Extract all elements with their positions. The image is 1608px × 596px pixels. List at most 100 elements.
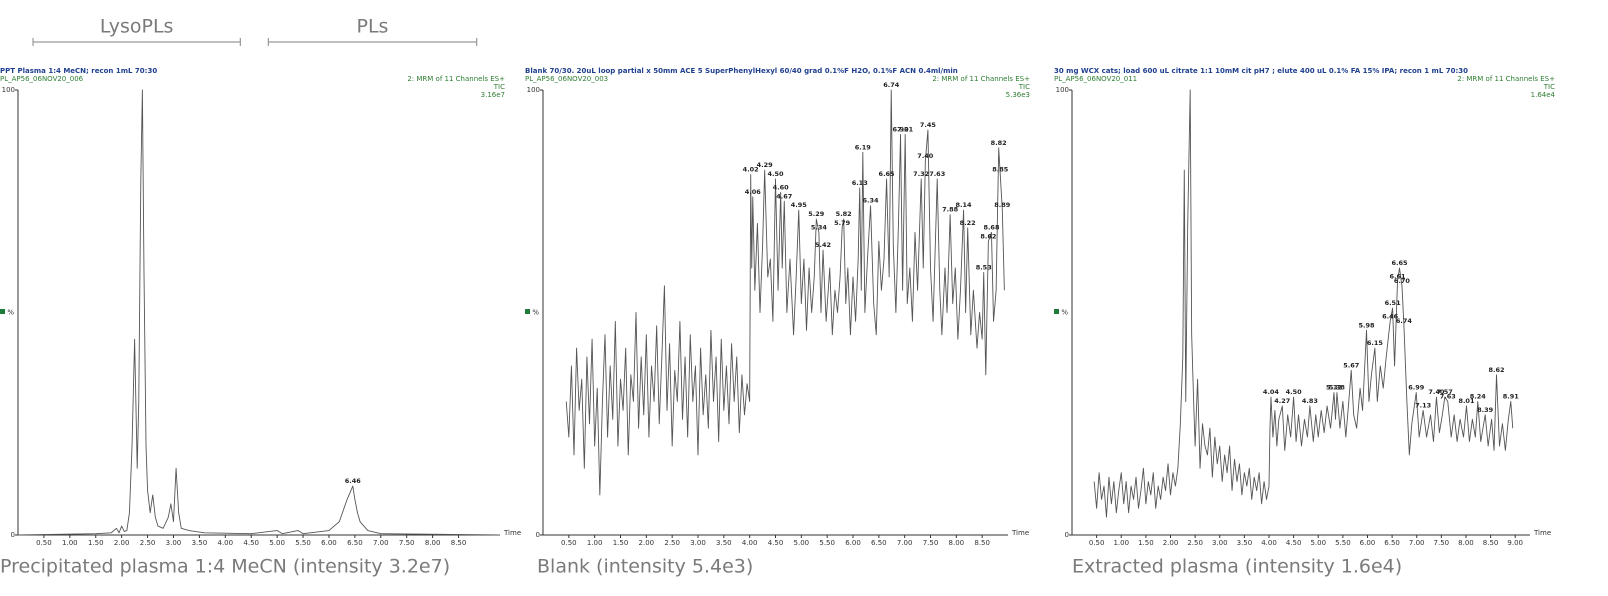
peak-label: 6.70 <box>1394 277 1411 285</box>
x-tick-label: 0.50 <box>1089 539 1105 547</box>
channel: 2: MRM of 11 Channels ES+ <box>407 75 505 83</box>
y-axis-label: % <box>7 309 14 317</box>
x-tick-label: 2.50 <box>664 539 680 547</box>
peak-label: 4.02 <box>743 166 759 174</box>
peak-label: 5.67 <box>1343 361 1359 369</box>
peak-label: 7.40 <box>1428 388 1445 396</box>
x-tick-label: 1.00 <box>1113 539 1129 547</box>
trace: TIC <box>1543 83 1555 91</box>
y-tick-label: 100 <box>1056 86 1069 94</box>
peak-label: 6.74 <box>1396 317 1413 325</box>
peak-label: 8.85 <box>992 166 1009 174</box>
x-tick-label: 3.00 <box>690 539 706 547</box>
x-tick-label: 3.00 <box>1212 539 1228 547</box>
peak-label: 6.46 <box>1382 312 1399 320</box>
x-tick-label: 6.50 <box>1384 539 1400 547</box>
x-tick-label: 5.00 <box>794 539 810 547</box>
x-tick-label: 2.00 <box>1163 539 1179 547</box>
x-tick-label: 8.50 <box>1483 539 1499 547</box>
peak-label: 4.06 <box>745 188 762 196</box>
x-tick-label: 1.00 <box>62 539 78 547</box>
y-tick-label: 0 <box>1065 531 1069 539</box>
channel: 2: MRM of 11 Channels ES+ <box>932 75 1030 83</box>
x-tick-label: 7.00 <box>897 539 913 547</box>
x-tick-label: 8.00 <box>1458 539 1474 547</box>
x-tick-label: 6.00 <box>1360 539 1376 547</box>
peak-label: 4.95 <box>791 201 808 209</box>
x-tick-label: 6.50 <box>347 539 363 547</box>
peak-label: 8.68 <box>983 223 1000 231</box>
x-tick-label: 2.50 <box>1187 539 1203 547</box>
peak-label: 6.99 <box>1408 384 1425 392</box>
peak-label: 6.61 <box>1390 272 1407 280</box>
sample-id: PL_AP56_06NOV20_006 <box>0 75 84 83</box>
method-title: 30 mg WCX cats; load 600 uL citrate 1:1 … <box>1054 67 1468 75</box>
x-tick-label: 3.50 <box>716 539 732 547</box>
peak-label: 4.04 <box>1263 388 1280 396</box>
x-tick-label: 7.00 <box>1409 539 1425 547</box>
peak-label: 5.38 <box>1329 384 1346 392</box>
x-tick-label: 3.00 <box>166 539 182 547</box>
x-tick-label: 8.50 <box>974 539 990 547</box>
x-tick-label: 5.00 <box>1310 539 1326 547</box>
peak-label: 7.32 <box>913 170 929 178</box>
peak-label: 8.91 <box>1503 393 1520 401</box>
x-tick-label: 4.50 <box>1286 539 1302 547</box>
x-tick-label: 0.50 <box>36 539 52 547</box>
y-axis-label: % <box>1061 309 1068 317</box>
peak-label: 6.15 <box>1367 339 1384 347</box>
peak-label: 4.50 <box>767 170 784 178</box>
x-tick-label: 8.00 <box>949 539 965 547</box>
x-tick-label: 6.50 <box>871 539 887 547</box>
peak-label: 6.92 <box>893 126 909 134</box>
y-tick-label: 100 <box>2 86 15 94</box>
method-title: Blank 70/30. 20uL loop partial x 50mm AC… <box>525 67 958 75</box>
channel: 2: MRM of 11 Channels ES+ <box>1457 75 1555 83</box>
peak-label: 7.45 <box>920 121 937 129</box>
peak-label: 5.79 <box>834 219 851 227</box>
x-tick-label: 7.50 <box>399 539 415 547</box>
x-tick-label: 5.00 <box>269 539 285 547</box>
peak-label: 6.19 <box>855 143 872 151</box>
peak-label: 7.01 <box>897 126 914 134</box>
x-axis-label: Time <box>503 529 521 537</box>
x-tick-label: 1.50 <box>1138 539 1154 547</box>
x-tick-label: 7.00 <box>373 539 389 547</box>
x-tick-label: 4.50 <box>768 539 784 547</box>
x-tick-label: 4.00 <box>218 539 234 547</box>
peak-label: 4.67 <box>776 192 792 200</box>
sample-id: PL_AP56_06NOV20_003 <box>525 75 608 83</box>
peak-label: 5.82 <box>836 210 852 218</box>
peak-label: 5.98 <box>1358 321 1375 329</box>
region-label: LysoPLs <box>100 16 174 38</box>
peak-label: 8.62 <box>980 232 996 240</box>
peak-label: 6.51 <box>1385 299 1402 307</box>
peak-label: 6.34 <box>863 197 880 205</box>
peak-label: 8.01 <box>1458 397 1475 405</box>
y-axis-label: % <box>532 309 539 317</box>
peak-label: 8.39 <box>1477 406 1494 414</box>
y-tick-label: 0 <box>11 531 15 539</box>
x-tick-label: 5.50 <box>295 539 311 547</box>
peak-label: 6.13 <box>852 179 868 187</box>
peak-label: 4.27 <box>1274 397 1290 405</box>
x-tick-label: 1.00 <box>587 539 603 547</box>
x-axis-label: Time <box>1533 529 1551 537</box>
intensity: 3.16e7 <box>481 91 505 99</box>
x-tick-label: 7.50 <box>1434 539 1450 547</box>
peak-label: 6.65 <box>1391 259 1408 267</box>
chromatogram-trace <box>1093 89 1514 518</box>
caption: Blank (intensity 5.4e3) <box>537 556 753 578</box>
region-label: PLs <box>357 16 389 38</box>
x-tick-label: 5.50 <box>1335 539 1351 547</box>
x-tick-label: 2.50 <box>140 539 156 547</box>
marker-square <box>0 309 5 314</box>
peak-label: 8.62 <box>1488 366 1504 374</box>
peak-label: 4.60 <box>773 183 790 191</box>
chromatogram-trace <box>17 89 501 536</box>
x-tick-label: 7.50 <box>923 539 939 547</box>
x-tick-label: 5.50 <box>819 539 835 547</box>
trace: TIC <box>1018 83 1030 91</box>
x-tick-label: 6.00 <box>321 539 337 547</box>
